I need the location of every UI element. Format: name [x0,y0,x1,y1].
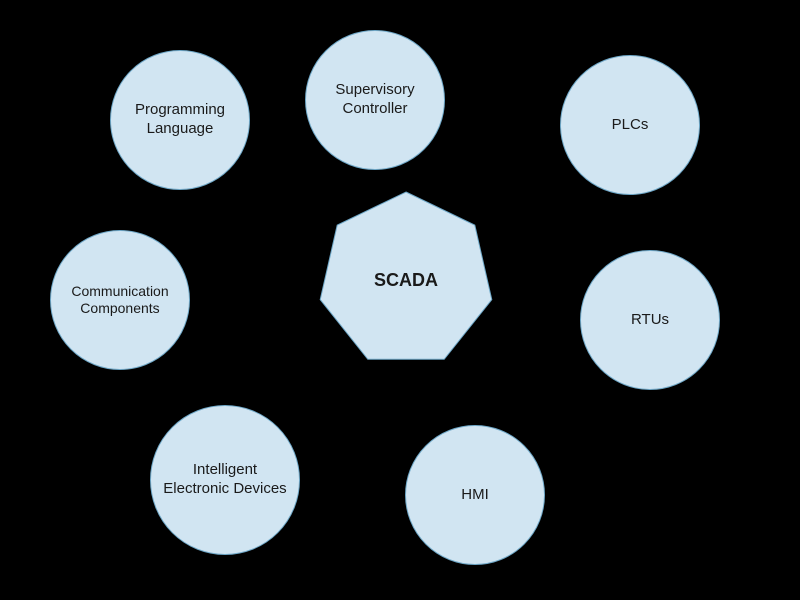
center-label: SCADA [374,270,438,291]
node-comm: Communication Components [50,230,190,370]
node-supervisory: Supervisory Controller [305,30,445,170]
node-prog-lang: Programming Language [110,50,250,190]
center-node: SCADA [316,190,496,370]
node-rtus: RTUs [580,250,720,390]
node-label: Intelligent Electronic Devices [151,461,299,499]
node-label: HMI [453,486,497,505]
node-hmi: HMI [405,425,545,565]
node-plcs: PLCs [560,55,700,195]
node-label: Supervisory Controller [306,81,444,119]
node-label: Programming Language [111,101,249,139]
node-label: Communication Components [51,283,189,318]
node-ied: Intelligent Electronic Devices [150,405,300,555]
node-label: RTUs [623,311,677,330]
node-label: PLCs [604,116,657,135]
